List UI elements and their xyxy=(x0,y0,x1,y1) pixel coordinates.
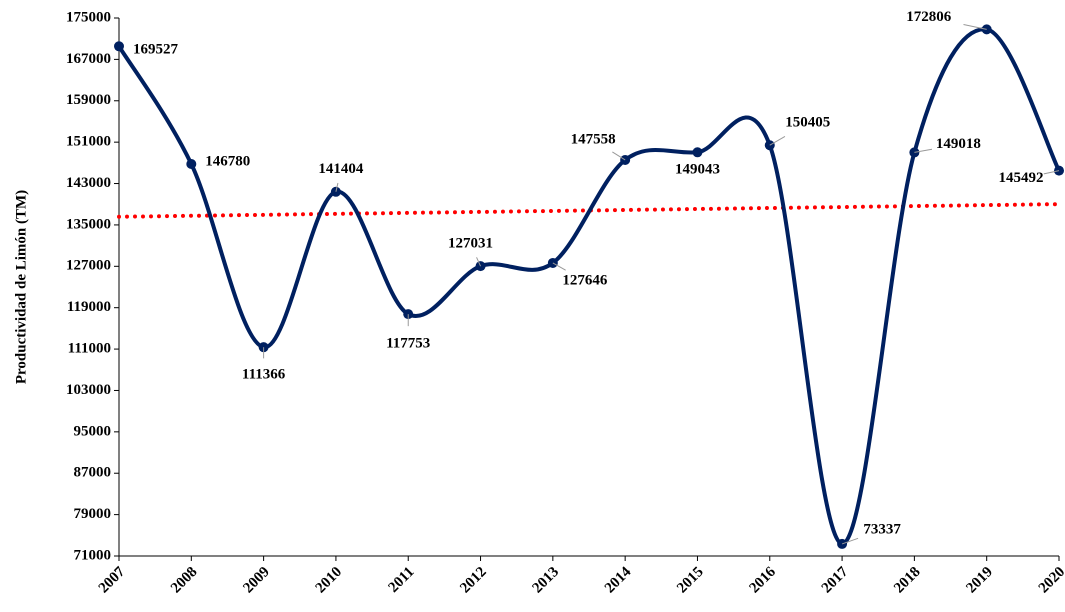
y-tick-label: 111000 xyxy=(68,341,111,357)
data-label: 111366 xyxy=(242,367,286,383)
data-label: 127646 xyxy=(562,272,608,288)
data-label: 117753 xyxy=(386,336,430,352)
y-tick-label: 135000 xyxy=(66,216,111,232)
y-tick-label: 71000 xyxy=(74,547,112,563)
x-tick-label: 2013 xyxy=(530,564,563,597)
x-tick-label: 2009 xyxy=(240,564,273,597)
data-label: 146780 xyxy=(205,153,250,169)
x-tick-label: 2019 xyxy=(963,564,996,597)
data-label: 141404 xyxy=(318,161,364,177)
x-tick-label: 2017 xyxy=(819,564,852,597)
leader-line xyxy=(612,151,626,161)
leader-line xyxy=(552,262,566,271)
point xyxy=(114,41,124,52)
y-tick-label: 95000 xyxy=(74,423,112,439)
data-label: 145492 xyxy=(999,170,1044,186)
y-tick-label: 127000 xyxy=(66,258,111,274)
x-tick-label: 2008 xyxy=(168,564,201,597)
y-tick-label: 159000 xyxy=(66,92,111,108)
data-label: 169527 xyxy=(133,42,179,58)
y-tick-label: 103000 xyxy=(66,382,111,398)
x-tick-label: 2016 xyxy=(747,564,780,597)
x-tick-label: 2007 xyxy=(96,564,129,597)
y-tick-label: 175000 xyxy=(66,9,111,25)
x-tick-label: 2014 xyxy=(602,564,635,597)
y-tick-label: 167000 xyxy=(66,51,111,67)
leader-line xyxy=(476,257,481,267)
y-tick-label: 143000 xyxy=(66,175,111,191)
leader-line xyxy=(769,135,786,146)
x-tick-label: 2020 xyxy=(1036,564,1065,597)
data-label: 73337 xyxy=(863,521,901,537)
data-label: 150405 xyxy=(785,115,830,131)
y-axis-title: Productividad de Limón (TM) xyxy=(13,190,29,384)
data-label: 149043 xyxy=(675,162,720,178)
data-label: 172806 xyxy=(906,9,952,25)
y-tick-label: 87000 xyxy=(74,465,112,481)
x-tick-label: 2012 xyxy=(457,564,490,597)
leader-line xyxy=(963,24,987,30)
x-tick-label: 2010 xyxy=(313,564,346,597)
leader-line xyxy=(841,537,859,545)
y-tick-label: 119000 xyxy=(67,299,111,315)
leader-line xyxy=(1043,170,1060,175)
x-tick-label: 2011 xyxy=(386,564,418,596)
data-label: 127031 xyxy=(448,236,493,252)
point xyxy=(186,158,197,169)
x-tick-label: 2015 xyxy=(674,564,707,597)
data-label: 149018 xyxy=(936,136,981,152)
point xyxy=(692,147,703,158)
y-tick-label: 79000 xyxy=(74,506,112,522)
leader-line xyxy=(335,182,339,192)
data-label: 147558 xyxy=(571,131,616,147)
y-tick-label: 151000 xyxy=(66,134,111,150)
x-tick-label: 2018 xyxy=(891,564,924,597)
leader-line xyxy=(914,148,933,153)
